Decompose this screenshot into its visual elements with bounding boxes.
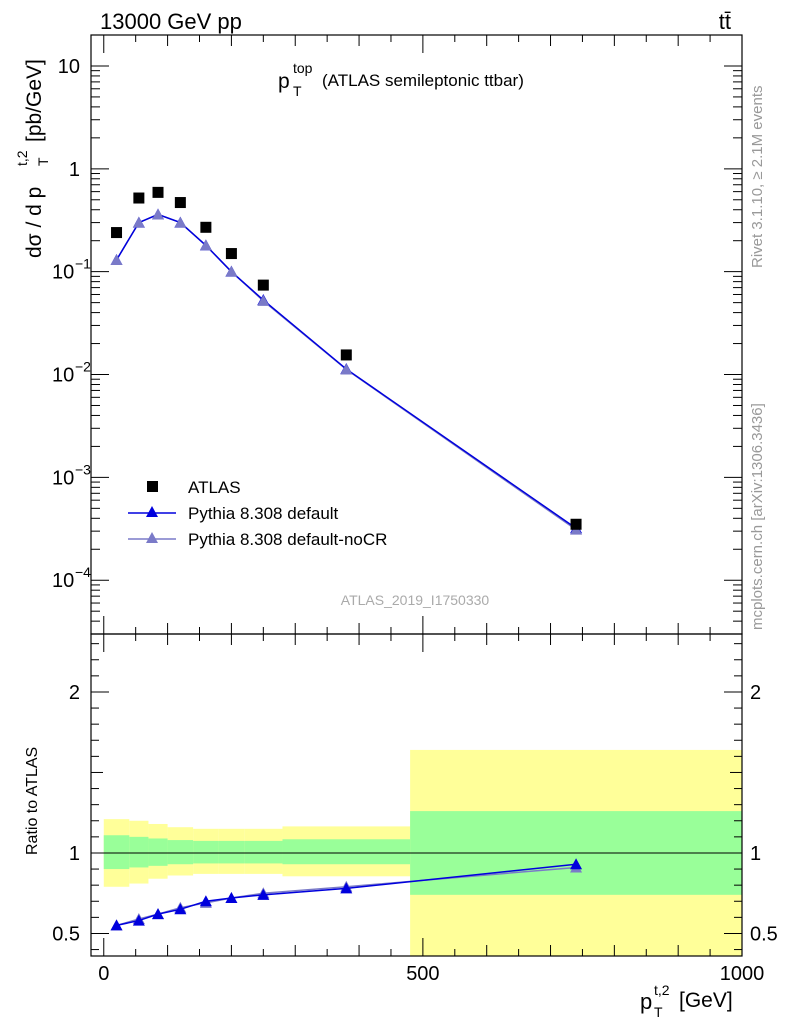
ratio-point-default — [225, 892, 238, 904]
legend-label-nocr: Pythia 8.308 default-noCR — [188, 530, 387, 549]
main-ylabel-sub: T — [35, 157, 51, 166]
ratio-point-default — [570, 858, 583, 870]
legend-marker-default — [146, 506, 158, 517]
ratio-ytick-label-right: 1 — [750, 843, 761, 865]
main-ytick-exponent: −1 — [75, 256, 91, 272]
main-point-atlas — [570, 518, 582, 530]
legend-label-default: Pythia 8.308 default — [188, 504, 339, 523]
main-ytick-exponent: −4 — [75, 564, 91, 580]
ratio-y-ticks: 0.5 0.5 1 1 2 2 — [52, 643, 778, 951]
x-axis-label: p t,2 T [GeV] — [640, 982, 733, 1020]
main-point-atlas — [111, 227, 123, 239]
ratio-point-default — [132, 914, 145, 926]
main-title-sup: top — [293, 60, 313, 76]
analysis-watermark: ATLAS_2019_I1750330 — [341, 592, 490, 608]
ratio-x-ticks: 0 500 1000 — [98, 634, 764, 985]
legend-label-atlas: ATLAS — [188, 478, 241, 497]
main-ytick-label: 1 — [69, 159, 80, 181]
main-point-atlas — [257, 279, 269, 291]
xlabel-suffix: [GeV] — [679, 989, 733, 1012]
ratio-band-green — [167, 840, 194, 865]
legend: ATLAS Pythia 8.308 default Pythia 8.308 … — [128, 478, 387, 549]
main-ytick-label: 10 — [52, 570, 74, 592]
legend-marker-nocr — [146, 532, 158, 543]
main-ytick-label: 10 — [58, 56, 80, 78]
ratio-xtick-label: 0 — [98, 963, 109, 985]
ratio-ytick-label: 0.5 — [52, 923, 80, 945]
ratio-point-default — [340, 882, 353, 894]
ratio-y-axis-label: Ratio to ATLAS — [24, 747, 41, 855]
ratio-point-default — [152, 908, 165, 920]
header-energy-label: 13000 GeV pp — [100, 9, 242, 34]
main-ylabel-sup: t,2 — [14, 150, 30, 166]
main-point-nocr — [257, 294, 270, 306]
ratio-ytick-label: 1 — [69, 843, 80, 865]
legend-marker-atlas — [147, 481, 158, 492]
main-ylabel-prefix: dσ / d p — [23, 187, 46, 258]
svg-text:p: p — [278, 70, 290, 93]
main-point-atlas — [174, 197, 186, 209]
ratio-band-green — [148, 838, 168, 866]
main-point-nocr — [174, 216, 187, 228]
main-data-marks — [110, 186, 583, 535]
mcplots-label: mcplots.cern.ch [arXiv:1306.3436] — [749, 403, 766, 630]
main-panel: p top T (ATLAS semileptonic ttbar) dσ / … — [14, 34, 743, 635]
main-ytick-label: 10 — [52, 262, 74, 284]
ratio-ytick-label-right: 2 — [750, 682, 761, 704]
main-title-sub: T — [293, 83, 302, 99]
main-title-description: (ATLAS semileptonic ttbar) — [322, 71, 524, 90]
main-point-atlas — [200, 221, 212, 233]
ratio-band-green — [103, 835, 130, 870]
ratio-band-green — [282, 839, 411, 865]
ratio-panel: 0.5 0.5 1 1 2 2 0 500 1000 Ratio to ATLAS p t,2… — [24, 633, 778, 1020]
main-title: p top T (ATLAS semileptonic ttbar) — [278, 60, 524, 99]
main-ytick-label: 10 — [52, 467, 74, 489]
main-point-nocr — [152, 208, 165, 220]
xlabel-sup: t,2 — [654, 982, 670, 998]
main-point-atlas — [340, 349, 352, 361]
main-ytick-label: 10 — [52, 365, 74, 387]
xlabel-sub: T — [654, 1004, 663, 1020]
main-point-nocr — [225, 265, 238, 277]
rivet-version-label: Rivet 3.1.10, ≥ 2.1M events — [749, 86, 766, 269]
ratio-point-default — [257, 888, 270, 900]
main-point-atlas — [225, 248, 237, 260]
ratio-band-green — [244, 840, 283, 864]
main-point-nocr — [110, 253, 123, 265]
main-point-nocr — [199, 239, 212, 251]
ratio-point-default — [110, 919, 123, 931]
ratio-point-default — [174, 903, 187, 915]
main-ytick-exponent: −3 — [75, 461, 91, 477]
main-ylabel-suffix: [pb/GeV] — [23, 59, 46, 142]
ratio-xtick-label: 500 — [406, 963, 439, 985]
ratio-band-green — [218, 840, 245, 864]
ratio-point-default — [199, 895, 212, 907]
main-title-p: p — [278, 70, 290, 93]
ratio-xtick-label: 1000 — [720, 963, 765, 985]
ratio-data-marks — [110, 858, 583, 931]
ratio-ytick-label-right: 0.5 — [750, 923, 778, 945]
header-process-label: tt̄ — [719, 9, 731, 34]
ratio-band-green — [129, 836, 149, 868]
xlabel-p: p — [640, 989, 652, 1014]
main-point-nocr — [132, 216, 145, 228]
ratio-ytick-label: 2 — [69, 682, 80, 704]
main-point-nocr — [340, 363, 353, 375]
ratio-frame — [90, 633, 743, 957]
main-point-atlas — [133, 192, 145, 204]
ratio-band-green — [193, 840, 219, 864]
main-ytick-exponent: −2 — [75, 359, 91, 375]
main-point-atlas — [152, 186, 164, 198]
main-y-axis-label: dσ / d p t,2 T [pb/GeV] — [14, 59, 51, 258]
